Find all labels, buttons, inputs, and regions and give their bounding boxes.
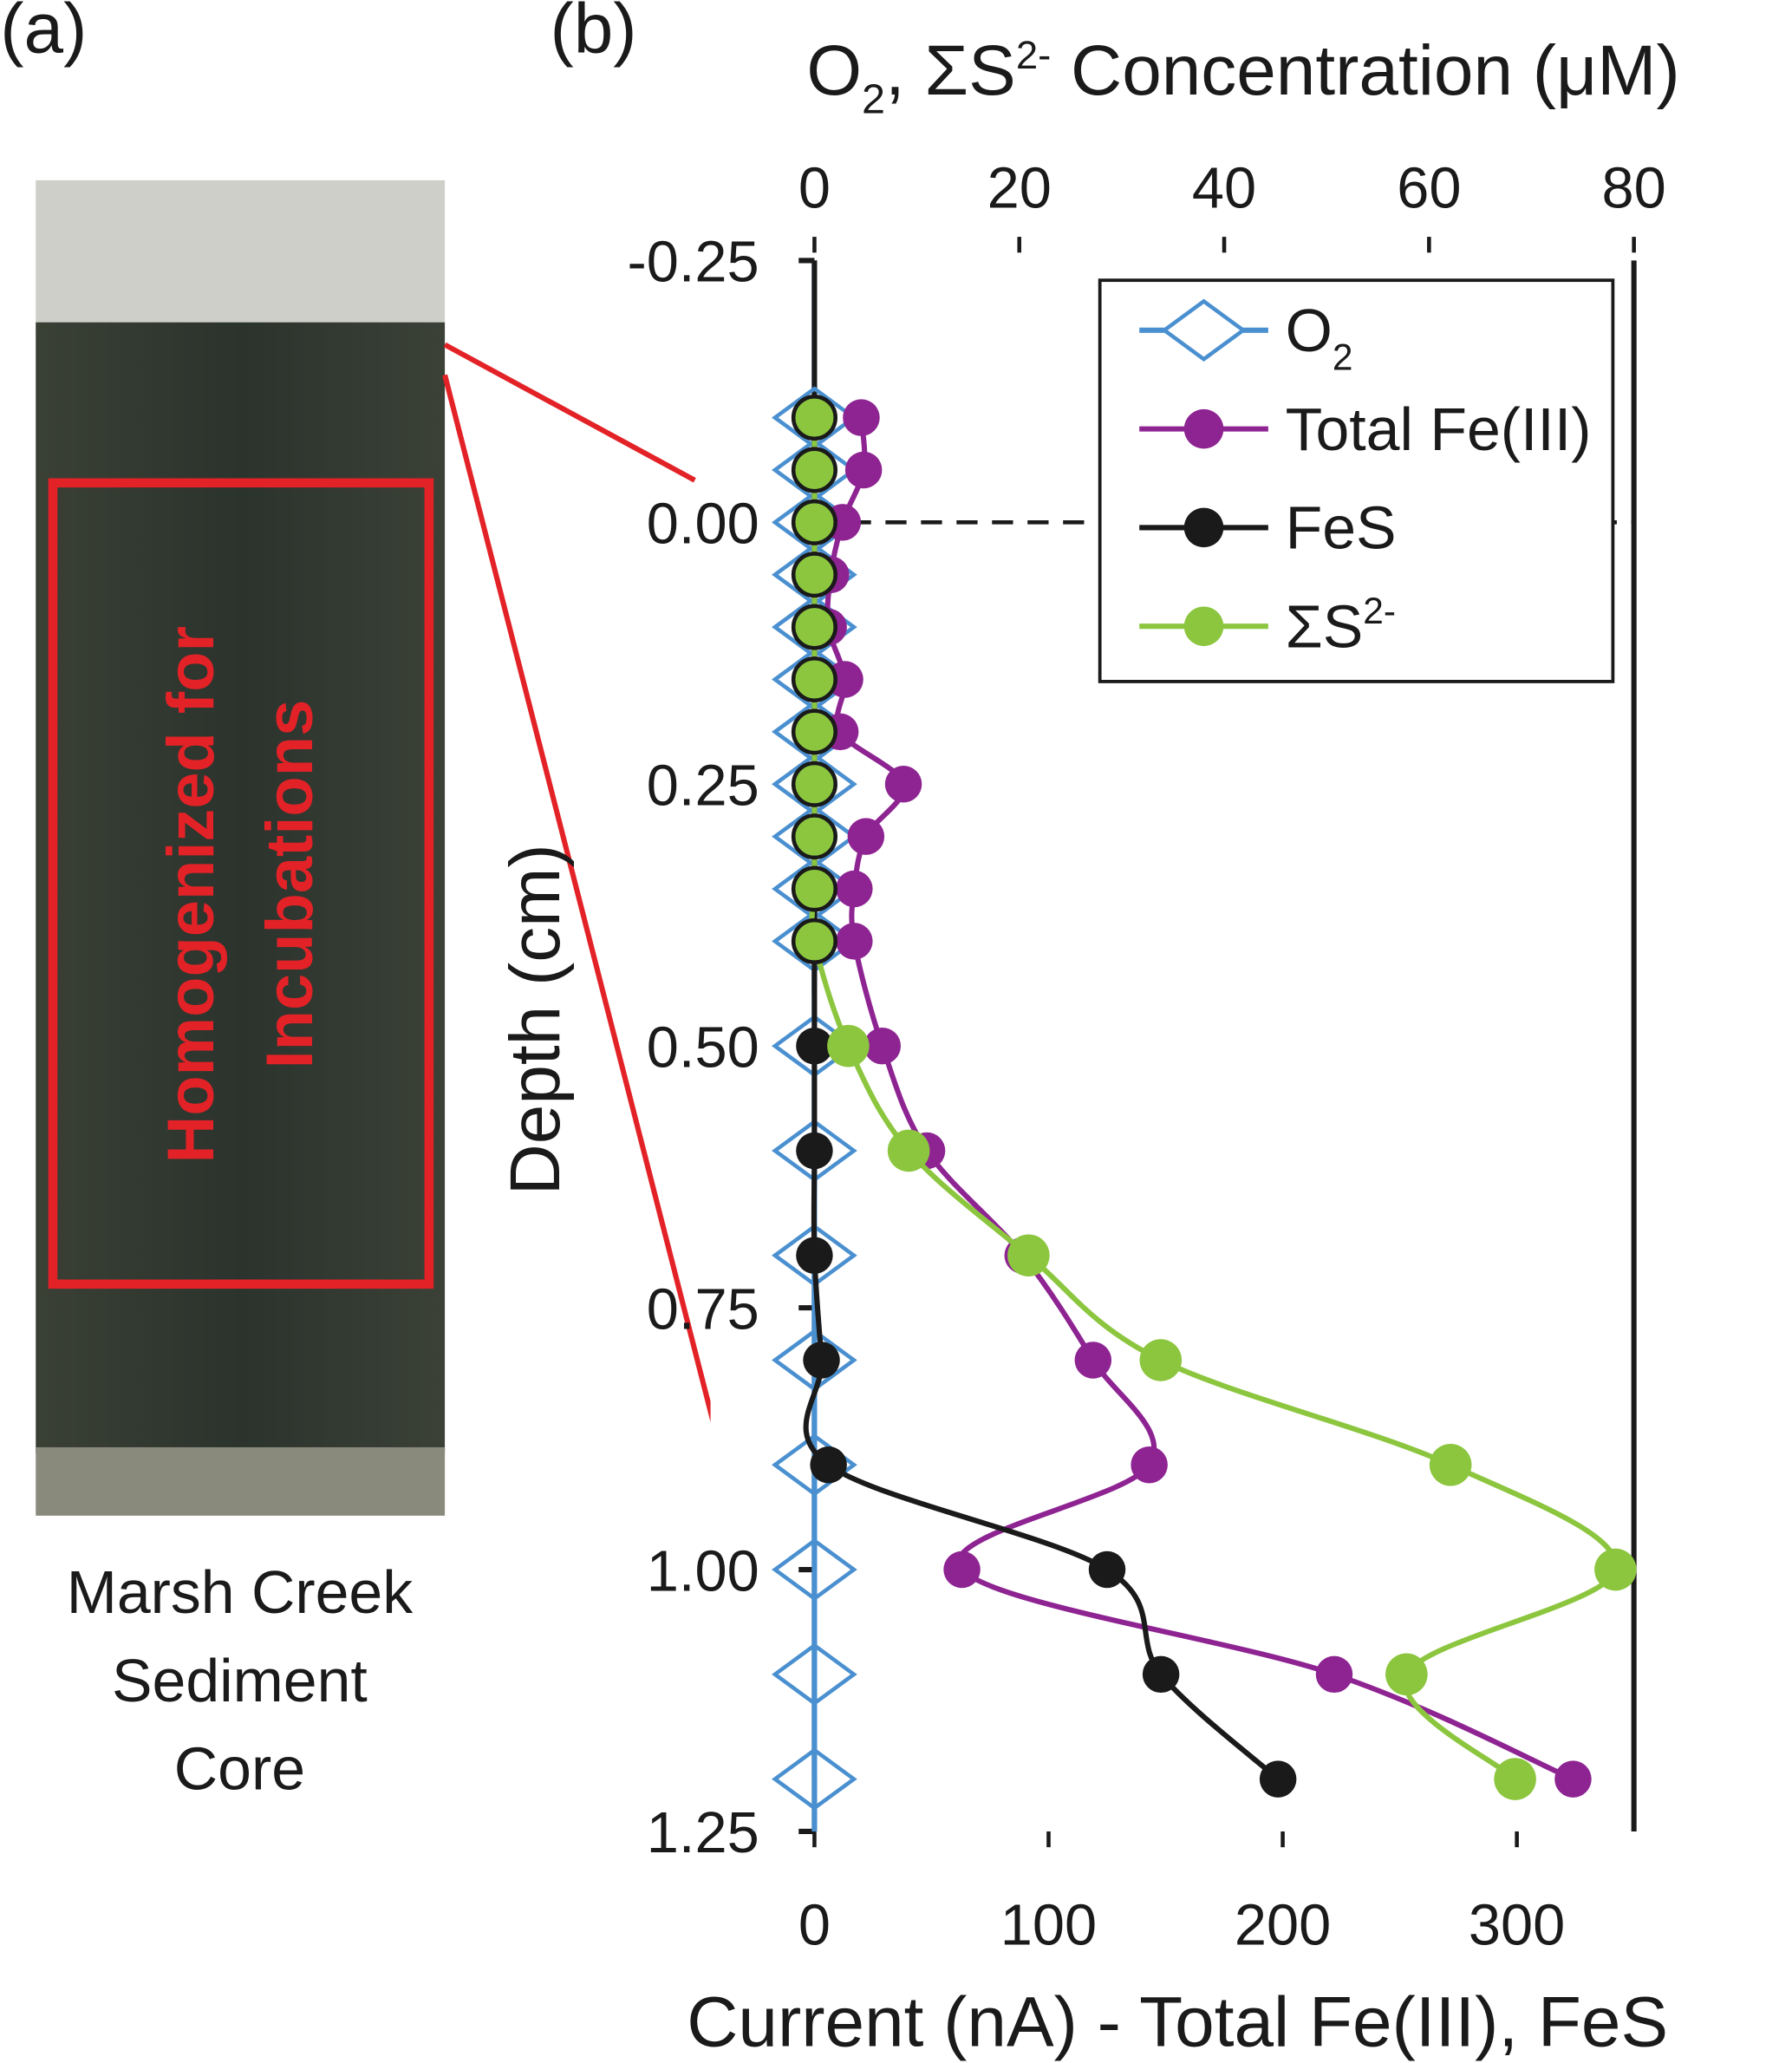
- data-point: [1074, 1342, 1112, 1379]
- data-point: [1594, 1548, 1637, 1591]
- data-point: [810, 1446, 847, 1484]
- data-point: [791, 604, 837, 650]
- caption-line2: Sediment: [112, 1647, 368, 1714]
- legend-item: ΣS2-: [1139, 591, 1396, 660]
- bottom-x-tick-label: 0: [798, 1893, 831, 1957]
- y-tick-label: 0.75: [647, 1277, 759, 1342]
- data-point: [796, 1027, 833, 1065]
- panel-a-label: (a): [0, 0, 87, 69]
- y-tick-label: -0.25: [628, 231, 759, 295]
- y-axis-label: Depth (cm): [496, 844, 575, 1195]
- bottom-x-tick-label: 300: [1469, 1893, 1565, 1957]
- data-point: [791, 813, 837, 860]
- legend: O2 Total Fe(III) FeS ΣS2-: [1098, 278, 1615, 683]
- series-sulfide: [791, 395, 1637, 1800]
- legend-label: ΣS2-: [1286, 591, 1396, 660]
- data-point: [1139, 1339, 1183, 1381]
- caption-line3: Core: [174, 1734, 305, 1802]
- data-point: [827, 1024, 870, 1067]
- data-point: [943, 1551, 981, 1589]
- legend-marker-icon: [1183, 408, 1224, 449]
- data-point-diamond: [772, 1537, 857, 1602]
- legend-diamond-icon: [1161, 298, 1247, 362]
- data-point: [796, 1132, 833, 1170]
- legend-label: O2: [1286, 297, 1353, 378]
- data-point: [826, 661, 863, 698]
- sediment-core-photo: Homogenized for Incubations: [36, 180, 446, 1516]
- y-tick-label: 1.00: [647, 1539, 759, 1603]
- caption-line1: Marsh Creek: [67, 1558, 414, 1626]
- data-point: [791, 708, 837, 755]
- legend-label: Total Fe(III): [1286, 395, 1592, 463]
- data-point: [803, 1342, 840, 1379]
- legend-item: Total Fe(III): [1139, 395, 1591, 463]
- data-point: [1142, 1655, 1180, 1694]
- data-point-diamond: [772, 543, 857, 606]
- data-point: [1494, 1758, 1536, 1800]
- data-point: [843, 399, 880, 436]
- data-point-diamond: [772, 1329, 857, 1392]
- data-point-diamond: [772, 1433, 857, 1497]
- bottom-x-tick-label: 100: [1000, 1893, 1097, 1957]
- top-x-tick-label: 20: [987, 157, 1052, 221]
- data-point: [791, 761, 837, 807]
- data-point: [847, 818, 885, 855]
- legend-marker-icon: [1183, 507, 1224, 548]
- data-point: [791, 395, 837, 441]
- y-tick-label: 0.00: [647, 493, 759, 557]
- data-point: [887, 1129, 930, 1172]
- top-x-tick-label: 40: [1192, 157, 1256, 221]
- homogenized-region-box: [48, 478, 434, 1289]
- data-point: [1315, 1655, 1353, 1694]
- data-point: [844, 451, 883, 489]
- overlay-text-line2: Incubations: [253, 700, 327, 1069]
- data-point-diamond: [772, 1119, 857, 1183]
- legend-label: FeS: [1286, 494, 1397, 562]
- data-point: [1429, 1443, 1472, 1486]
- panel-b-label: (b): [550, 0, 636, 69]
- data-point: [1088, 1551, 1126, 1589]
- legend-item: FeS: [1139, 494, 1397, 562]
- data-point-diamond: [772, 753, 857, 816]
- top-axis-label: O2, ΣS2- Concentration (μM): [806, 31, 1679, 122]
- data-point: [791, 865, 837, 912]
- bottom-axis-label: Current (nA) - Total Fe(III), FeS: [687, 1982, 1668, 2061]
- data-point: [863, 1027, 901, 1065]
- data-point: [791, 552, 837, 598]
- bottom-x-tick-label: 200: [1235, 1893, 1331, 1957]
- data-point: [791, 499, 837, 545]
- data-point: [1385, 1653, 1428, 1696]
- legend-marker-icon: [1183, 606, 1224, 646]
- zoom-line-top: [443, 342, 696, 483]
- data-point: [791, 447, 837, 493]
- data-point: [796, 1237, 833, 1274]
- y-tick-label: 0.50: [647, 1015, 759, 1080]
- data-point: [1554, 1760, 1592, 1798]
- data-point: [836, 870, 873, 908]
- legend-item: O2: [1139, 297, 1353, 378]
- data-point: [791, 917, 837, 964]
- data-point-diamond: [772, 1642, 857, 1707]
- y-tick-label: 1.25: [647, 1801, 759, 1865]
- data-point: [1259, 1760, 1297, 1798]
- data-point: [884, 766, 922, 803]
- data-point-diamond: [772, 595, 857, 659]
- top-x-tick-label: 0: [798, 157, 831, 221]
- y-tick-label: 0.25: [647, 754, 759, 819]
- data-point: [1131, 1446, 1168, 1484]
- overlay-text-line1: Homogenized for: [154, 626, 228, 1164]
- data-point-diamond: [772, 1224, 857, 1287]
- top-x-tick-label: 80: [1602, 157, 1666, 221]
- data-point: [1007, 1234, 1050, 1277]
- data-point: [836, 923, 873, 960]
- data-point: [791, 656, 837, 703]
- data-point-diamond: [772, 1747, 857, 1811]
- top-x-tick-label: 60: [1397, 157, 1461, 221]
